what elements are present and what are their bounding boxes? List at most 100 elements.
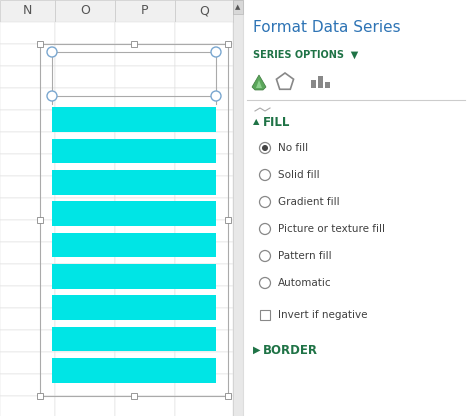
Bar [260, 310, 270, 320]
Bar [52, 264, 216, 289]
Text: Q: Q [199, 5, 209, 17]
Circle shape [259, 143, 271, 154]
Bar [52, 358, 216, 383]
Bar [175, 330, 233, 352]
Bar [55, 264, 115, 286]
Bar [175, 0, 233, 22]
Bar [0, 0, 240, 416]
Polygon shape [256, 80, 262, 88]
Bar [55, 308, 115, 330]
Bar [0, 110, 55, 132]
Bar [175, 198, 233, 220]
Bar [175, 44, 233, 66]
Bar [52, 139, 216, 163]
Bar [115, 308, 175, 330]
Bar [52, 295, 216, 320]
Bar [55, 352, 115, 374]
Bar [52, 52, 216, 96]
Bar [52, 170, 216, 195]
Text: ▲: ▲ [253, 117, 259, 126]
Bar [55, 66, 115, 88]
Bar [55, 22, 115, 44]
Bar [55, 220, 115, 242]
Bar [115, 110, 175, 132]
Bar [0, 286, 55, 308]
Bar [40, 44, 228, 396]
Circle shape [262, 145, 268, 151]
Bar [175, 264, 233, 286]
Circle shape [259, 250, 271, 262]
Bar [0, 154, 55, 176]
Bar [175, 242, 233, 264]
Bar [115, 0, 175, 22]
Bar [233, 0, 243, 14]
Bar [55, 0, 115, 22]
Bar [55, 88, 115, 110]
Bar [55, 286, 115, 308]
Bar [0, 132, 55, 154]
Text: N: N [23, 5, 32, 17]
Bar [0, 22, 55, 44]
Text: Solid fill: Solid fill [278, 170, 320, 180]
Polygon shape [252, 75, 266, 90]
Bar [0, 374, 55, 396]
Bar [115, 286, 175, 308]
Bar [115, 198, 175, 220]
Bar [55, 110, 115, 132]
Bar [0, 198, 55, 220]
Bar [52, 107, 216, 132]
Circle shape [47, 91, 57, 101]
Bar [115, 176, 175, 198]
Bar [115, 220, 175, 242]
Bar [0, 44, 55, 66]
Bar [55, 132, 115, 154]
Bar [52, 327, 216, 351]
Bar [37, 393, 43, 399]
Bar [0, 330, 55, 352]
Text: ▲: ▲ [235, 4, 241, 10]
Bar [55, 176, 115, 198]
Text: O: O [80, 5, 90, 17]
Text: SERIES OPTIONS  ▼: SERIES OPTIONS ▼ [253, 50, 358, 60]
Bar [175, 352, 233, 374]
Bar [115, 396, 175, 416]
Text: Invert if negative: Invert if negative [278, 310, 368, 320]
Bar [0, 176, 55, 198]
Text: Automatic: Automatic [278, 278, 332, 288]
Bar [0, 220, 55, 242]
Bar [131, 393, 137, 399]
Circle shape [259, 223, 271, 235]
Bar [0, 396, 55, 416]
Bar [175, 132, 233, 154]
Bar [0, 66, 55, 88]
Text: No fill: No fill [278, 143, 308, 153]
Bar [175, 154, 233, 176]
Circle shape [259, 169, 271, 181]
Bar [115, 330, 175, 352]
Text: Pattern fill: Pattern fill [278, 251, 332, 261]
Bar [0, 308, 55, 330]
Bar [115, 154, 175, 176]
Bar [175, 220, 233, 242]
Bar [115, 88, 175, 110]
Bar [0, 264, 55, 286]
Circle shape [259, 277, 271, 289]
Bar [0, 352, 55, 374]
Text: ▶: ▶ [253, 345, 260, 355]
Text: Format Data Series: Format Data Series [253, 20, 401, 35]
Bar [175, 396, 233, 416]
Bar [175, 110, 233, 132]
Bar [325, 82, 330, 88]
Bar [55, 330, 115, 352]
Text: Gradient fill: Gradient fill [278, 197, 340, 207]
Bar [243, 0, 469, 416]
Bar [55, 154, 115, 176]
Bar [55, 374, 115, 396]
Bar [37, 217, 43, 223]
Text: FILL: FILL [263, 116, 290, 129]
Bar [115, 374, 175, 396]
Bar [225, 41, 231, 47]
Bar [131, 41, 137, 47]
Bar [175, 66, 233, 88]
Circle shape [47, 47, 57, 57]
